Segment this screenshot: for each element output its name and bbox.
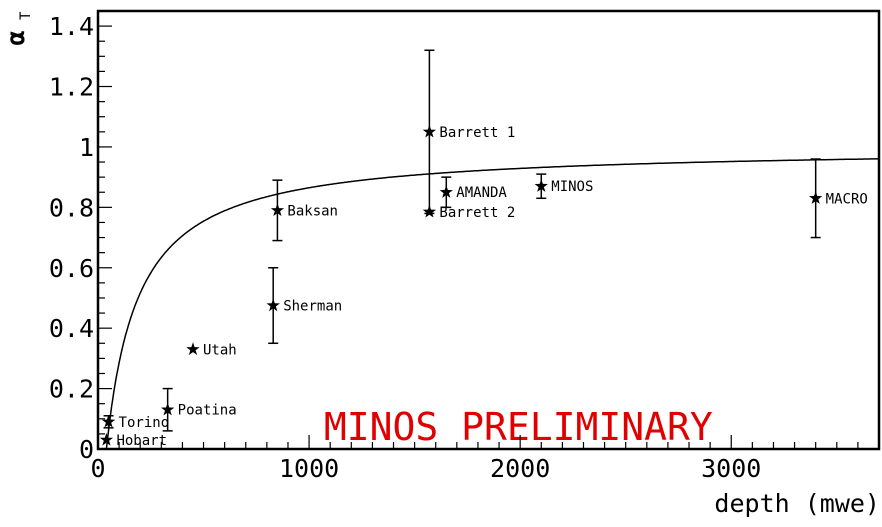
y-tick-label: 0.2 [49,375,94,404]
marker-baksan [270,203,285,216]
point-label-utah: Utah [203,342,237,358]
data-point-sherman: Sherman [266,267,342,345]
point-label-barrett-1: Barrett 1 [439,125,515,141]
data-point-macro: MACRO [809,158,868,239]
x-tick-label: 0 [90,454,105,483]
point-label-sherman: Sherman [283,299,342,315]
data-point-poatina: Poatina [161,387,237,432]
data-point-minos: MINOS [534,173,593,200]
y-tick-label: 1.4 [49,12,94,41]
marker-barrett-2 [422,204,437,218]
y-tick-label: 0.4 [49,314,94,343]
marker-minos [534,179,548,192]
y-axis-title: α T [1,11,34,46]
x-tick-label: 2000 [490,454,550,483]
data-point-barrett-1: Barrett 1 [422,49,515,215]
marker-torino [101,414,116,428]
x-tick-label: 3000 [701,454,761,483]
point-label-poatina: Poatina [178,403,237,419]
point-label-barrett-2: Barrett 2 [439,205,515,221]
data-point-amanda: AMANDA [439,176,507,209]
data-point-baksan: Baksan [270,179,338,242]
marker-sherman [266,298,280,312]
point-label-amanda: AMANDA [456,185,507,201]
data-point-torino: Torino [101,414,170,431]
point-label-hobart: Hobart [116,433,167,449]
svg-text:T: T [18,11,34,20]
point-label-macro: MACRO [826,191,868,207]
point-label-baksan: Baksan [287,203,338,219]
y-tick-label: 0 [79,435,94,464]
y-tick-label: 1.2 [49,73,94,102]
data-point-utah: Utah [186,342,237,358]
plot-frame [96,9,881,451]
x-axis-title: depth (mwe) [714,489,880,518]
svg-text:α: α [1,30,30,45]
watermark-text: MINOS PRELIMINARY [324,405,713,449]
marker-macro [809,191,823,204]
marker-poatina [161,402,175,416]
point-label-minos: MINOS [551,179,593,195]
marker-amanda [439,185,453,198]
y-tick-label: 0.6 [49,254,94,283]
data-point-hobart: Hobart [99,432,167,449]
marker-hobart [99,432,114,446]
y-tick-label: 1 [79,133,94,162]
point-label-torino: Torino [119,415,170,431]
x-tick-label: 1000 [279,454,339,483]
marker-barrett-1 [422,124,437,138]
marker-utah [186,342,200,355]
fit-curve [105,158,879,450]
y-tick-label: 0.8 [49,193,94,222]
data-point-barrett-2: Barrett 2 [422,204,515,221]
